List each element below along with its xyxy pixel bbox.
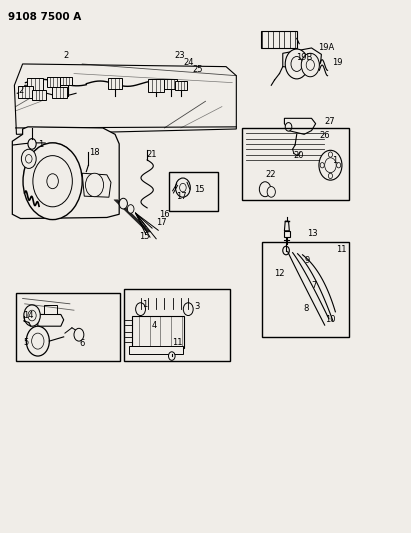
Polygon shape — [129, 346, 183, 354]
Bar — [175, 81, 187, 90]
Circle shape — [259, 182, 271, 197]
Circle shape — [33, 156, 72, 207]
Text: 20: 20 — [294, 151, 305, 160]
Text: 23: 23 — [175, 52, 185, 60]
Polygon shape — [14, 64, 236, 134]
Bar — [164, 79, 177, 90]
Circle shape — [32, 333, 44, 349]
Text: 6: 6 — [79, 340, 84, 348]
Text: 10: 10 — [325, 316, 335, 324]
Circle shape — [291, 56, 302, 71]
Circle shape — [301, 53, 319, 77]
Text: 11: 11 — [336, 245, 347, 254]
Bar — [169, 172, 218, 211]
Bar — [18, 86, 33, 98]
Text: 7: 7 — [312, 281, 317, 290]
Bar — [108, 78, 122, 90]
Text: 2: 2 — [64, 52, 69, 60]
Bar — [52, 87, 67, 99]
Polygon shape — [284, 118, 316, 134]
Polygon shape — [284, 221, 289, 231]
Circle shape — [26, 326, 49, 356]
Text: 17: 17 — [156, 219, 167, 227]
Circle shape — [180, 183, 186, 192]
Bar — [27, 78, 43, 91]
Circle shape — [175, 178, 190, 197]
Circle shape — [319, 150, 342, 180]
Circle shape — [285, 123, 292, 131]
Text: 4: 4 — [151, 321, 157, 329]
Circle shape — [337, 163, 341, 168]
Polygon shape — [12, 127, 119, 219]
Polygon shape — [25, 85, 35, 96]
Text: 9108 7500 A: 9108 7500 A — [8, 12, 81, 22]
Polygon shape — [283, 48, 321, 69]
Text: 16: 16 — [159, 210, 170, 219]
Circle shape — [328, 152, 332, 157]
Text: 17: 17 — [176, 192, 187, 200]
Text: 12: 12 — [275, 270, 285, 278]
Text: 2: 2 — [18, 86, 23, 95]
Text: 3: 3 — [194, 302, 199, 311]
Circle shape — [25, 155, 32, 163]
Text: 21: 21 — [146, 150, 157, 159]
Polygon shape — [132, 316, 184, 348]
Bar — [60, 77, 72, 85]
Bar — [124, 289, 230, 361]
Bar — [16, 293, 120, 361]
Text: 13: 13 — [307, 229, 318, 238]
Circle shape — [325, 158, 336, 173]
Circle shape — [328, 173, 332, 179]
Text: 15: 15 — [194, 185, 205, 193]
Text: 15: 15 — [139, 232, 150, 241]
Text: 24: 24 — [183, 59, 194, 67]
Polygon shape — [38, 314, 64, 326]
Text: 11: 11 — [172, 338, 182, 346]
Text: 5: 5 — [24, 338, 29, 346]
Text: 19A: 19A — [319, 44, 335, 52]
Circle shape — [85, 173, 104, 197]
Circle shape — [283, 246, 289, 255]
Bar — [32, 90, 46, 100]
Text: 27: 27 — [325, 117, 335, 126]
Polygon shape — [82, 173, 111, 197]
Bar — [261, 31, 297, 48]
Circle shape — [74, 328, 84, 341]
Text: 22: 22 — [265, 171, 276, 179]
Text: 19: 19 — [332, 58, 343, 67]
Circle shape — [267, 187, 275, 197]
Bar — [262, 242, 349, 337]
Circle shape — [119, 198, 127, 209]
Circle shape — [23, 143, 82, 220]
Bar — [47, 77, 60, 87]
Circle shape — [183, 303, 193, 316]
Circle shape — [28, 310, 36, 321]
Circle shape — [21, 149, 36, 168]
Text: 19B: 19B — [296, 53, 312, 61]
Circle shape — [285, 49, 308, 79]
Circle shape — [127, 205, 134, 213]
Polygon shape — [44, 305, 57, 314]
Text: 8: 8 — [303, 304, 309, 312]
Bar — [284, 231, 290, 237]
Text: 1: 1 — [38, 141, 43, 149]
Circle shape — [47, 174, 58, 189]
Circle shape — [136, 303, 145, 316]
Circle shape — [306, 60, 314, 70]
Text: 9: 9 — [305, 256, 310, 264]
Text: 1: 1 — [332, 157, 337, 165]
Circle shape — [28, 139, 36, 149]
Text: 18: 18 — [89, 148, 99, 157]
Text: 26: 26 — [320, 132, 330, 140]
Circle shape — [169, 352, 175, 360]
Text: 14: 14 — [23, 311, 33, 320]
Bar — [148, 79, 164, 92]
Text: 25: 25 — [192, 65, 203, 74]
Circle shape — [24, 305, 40, 326]
Text: 1: 1 — [142, 301, 147, 309]
Circle shape — [320, 163, 324, 168]
Bar — [242, 128, 349, 200]
